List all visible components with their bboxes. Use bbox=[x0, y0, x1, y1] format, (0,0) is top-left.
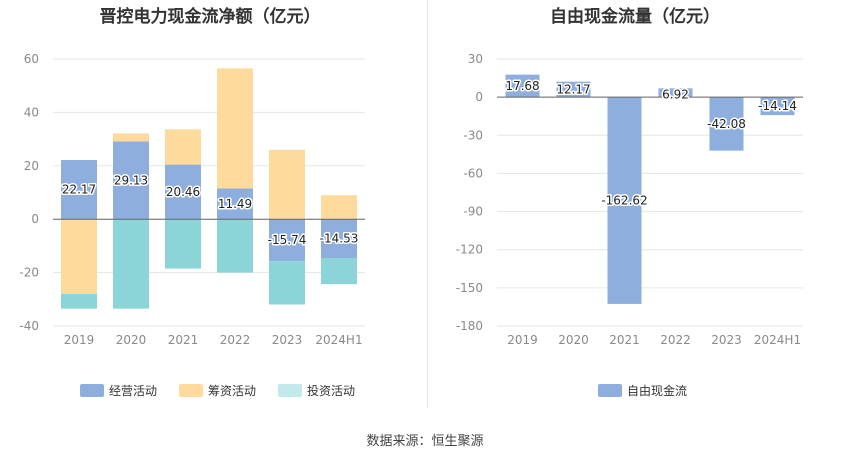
bar-operating bbox=[61, 160, 97, 220]
bar-operating bbox=[165, 164, 201, 220]
legend-swatch-operating bbox=[80, 384, 104, 397]
bar-operating bbox=[113, 141, 149, 220]
y-tick-label: -120 bbox=[456, 243, 483, 257]
bar-free-cash-flow bbox=[607, 97, 642, 304]
legend-item-operating[interactable]: 经营活动 bbox=[80, 382, 157, 399]
x-tick-label: 2024H1 bbox=[754, 333, 801, 347]
legend-swatch-investing bbox=[278, 384, 303, 397]
bar-operating bbox=[321, 219, 357, 258]
data-label: 12.17 bbox=[556, 82, 590, 96]
bar-investing bbox=[269, 261, 305, 305]
legend-item-free-cash-flow[interactable]: 自由现金流 bbox=[598, 382, 687, 399]
data-label: -42.08 bbox=[707, 117, 746, 131]
data-label: -14.53 bbox=[320, 232, 359, 246]
y-tick-label: -180 bbox=[456, 319, 483, 333]
data-label: -162.62 bbox=[601, 194, 647, 208]
bar-financing bbox=[165, 129, 201, 165]
bar-free-cash-flow bbox=[658, 88, 693, 98]
bar-financing bbox=[321, 195, 357, 220]
legend-swatch-free-cash-flow bbox=[598, 384, 622, 397]
bar-free-cash-flow bbox=[709, 97, 744, 151]
data-label: 20.46 bbox=[166, 185, 200, 199]
data-label: 22.17 bbox=[62, 183, 96, 197]
data-label: 6.92 bbox=[662, 87, 689, 101]
data-label: 11.49 bbox=[218, 197, 252, 211]
x-tick-label: 2024H1 bbox=[315, 333, 362, 347]
y-tick-label: 20 bbox=[24, 159, 39, 173]
x-tick-label: 2020 bbox=[116, 333, 147, 347]
right-chart-legend: 自由现金流 bbox=[598, 382, 687, 399]
x-tick-label: 2022 bbox=[660, 333, 691, 347]
data-label: 29.13 bbox=[114, 173, 148, 187]
x-tick-label: 2023 bbox=[272, 333, 303, 347]
y-tick-label: -150 bbox=[456, 281, 483, 295]
bar-financing bbox=[61, 219, 97, 294]
left-chart-legend: 经营活动 筹资活动 投资活动 bbox=[80, 382, 355, 399]
legend-label-free-cash-flow: 自由现金流 bbox=[627, 384, 688, 398]
y-tick-label: -20 bbox=[19, 266, 39, 280]
y-tick-label: -40 bbox=[19, 319, 39, 333]
y-tick-label: 30 bbox=[468, 52, 483, 66]
y-tick-label: 0 bbox=[475, 90, 483, 104]
bar-free-cash-flow bbox=[505, 74, 540, 98]
bar-financing bbox=[217, 68, 253, 189]
legend-item-financing[interactable]: 筹资活动 bbox=[179, 382, 256, 399]
data-label: -15.74 bbox=[268, 233, 307, 247]
x-tick-label: 2019 bbox=[64, 333, 95, 347]
bar-operating bbox=[217, 188, 253, 220]
y-tick-label: -90 bbox=[463, 205, 483, 219]
legend-label-investing: 投资活动 bbox=[307, 384, 356, 398]
bar-operating bbox=[269, 219, 305, 262]
cash-flow-net-chart: 60 40 20 0 -20 -40 2019 2020 2021 2022 2023 2024H1 2… bbox=[19, 52, 365, 347]
x-tick-label: 2022 bbox=[220, 333, 251, 347]
x-tick-label: 2020 bbox=[558, 333, 589, 347]
y-tick-label: 60 bbox=[24, 52, 39, 66]
x-tick-label: 2021 bbox=[609, 333, 640, 347]
legend-item-investing[interactable]: 投资活动 bbox=[278, 382, 355, 399]
data-source-note: 数据来源：恒生聚源 bbox=[366, 434, 484, 449]
bar-investing bbox=[217, 219, 253, 273]
data-label: -14.14 bbox=[758, 99, 797, 113]
y-tick-label: 40 bbox=[24, 105, 39, 119]
bar-investing bbox=[61, 293, 97, 309]
bar-investing bbox=[113, 219, 149, 309]
left-chart-title: 晋控电力现金流净额（亿元） bbox=[99, 7, 321, 27]
data-label: 17.68 bbox=[505, 79, 539, 93]
x-tick-label: 2021 bbox=[168, 333, 199, 347]
bar-free-cash-flow bbox=[556, 81, 591, 98]
y-tick-label: -30 bbox=[463, 128, 483, 142]
panel-divider bbox=[427, 0, 428, 408]
y-tick-label: -60 bbox=[463, 166, 483, 180]
legend-label-financing: 筹资活动 bbox=[208, 384, 257, 398]
free-cash-flow-chart: 30 0 -30 -60 -90 -120 -150 -180 2019 2020 2021 2022… bbox=[456, 52, 803, 347]
bar-financing bbox=[113, 133, 149, 142]
bar-investing bbox=[321, 257, 357, 285]
right-chart-title: 自由现金流量（亿元） bbox=[550, 7, 720, 27]
y-tick-label: 0 bbox=[31, 212, 39, 226]
bar-free-cash-flow bbox=[760, 97, 795, 116]
x-tick-label: 2019 bbox=[507, 333, 538, 347]
bar-financing bbox=[269, 149, 305, 220]
legend-label-operating: 经营活动 bbox=[109, 384, 158, 398]
legend-swatch-financing bbox=[179, 384, 204, 397]
x-tick-label: 2023 bbox=[711, 333, 742, 347]
bar-investing bbox=[165, 219, 201, 269]
